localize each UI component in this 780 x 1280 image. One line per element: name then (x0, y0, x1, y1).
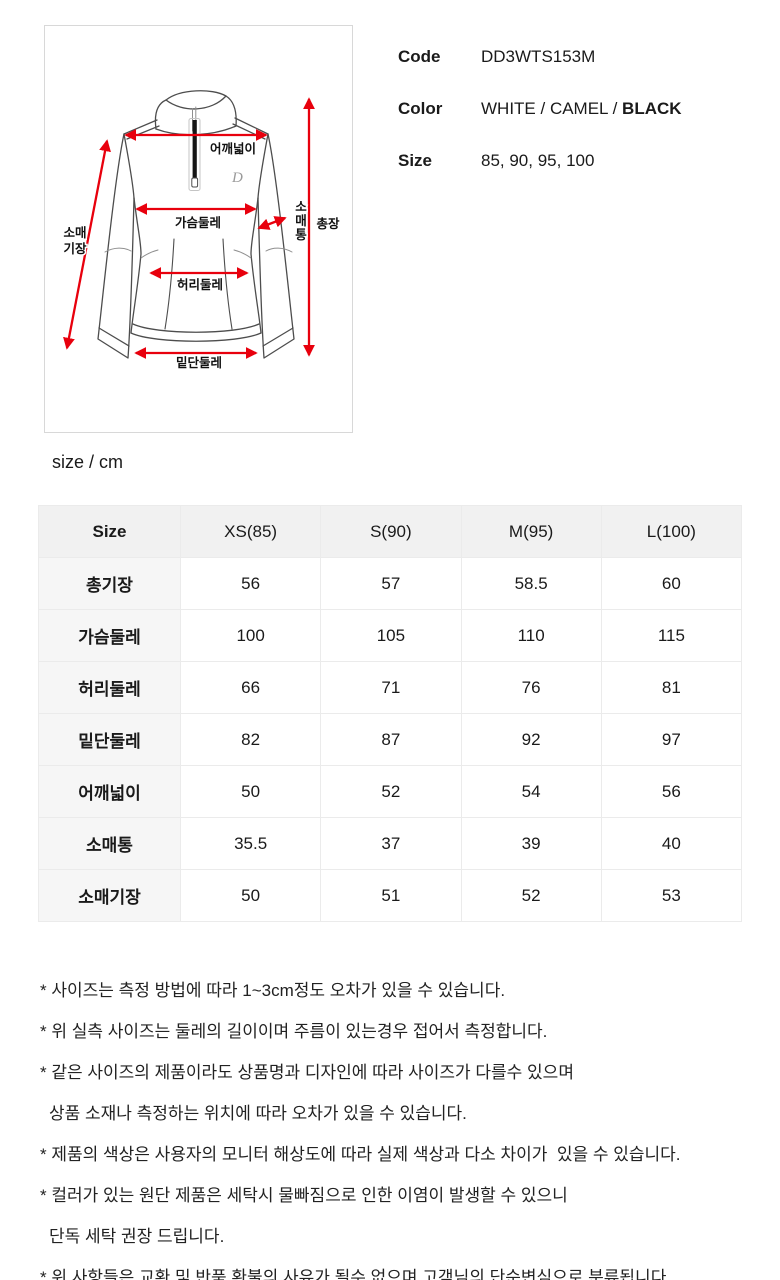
sleeve-length-label: 기장 (63, 241, 87, 256)
size-guide-diagram: D 어깨넓이 가슴둘레 허리둘레 밑단둘레 소매 기장 소 매 통 총장 (44, 25, 353, 433)
measurement-arrows (63, 97, 315, 359)
cell: 35.5 (179, 817, 322, 870)
cell: 60 (600, 557, 743, 610)
note-line: 단독 세탁 권장 드립니다. (49, 1227, 225, 1246)
product-info: Code DD3WTS153M Color WHITE / CAMEL / BL… (398, 47, 682, 203)
cell: 92 (460, 713, 602, 766)
product-code-row: Code DD3WTS153M (398, 47, 682, 67)
row-label: 가슴둘레 (38, 609, 181, 662)
code-value: DD3WTS153M (481, 47, 596, 66)
cell: 56 (600, 765, 743, 818)
disclaimer-notes: * 사이즈는 측정 방법에 따라 1~3cm정도 오차가 있을 수 있습니다. … (40, 982, 681, 1280)
chest-label: 가슴둘레 (175, 215, 221, 230)
size-value: 85, 90, 95, 100 (481, 151, 595, 170)
cell: 87 (320, 713, 462, 766)
code-label: Code (398, 47, 441, 66)
row-label: 밑단둘레 (38, 713, 181, 766)
header-xs85: XS(85) (179, 505, 322, 558)
zipper-pull-icon (191, 177, 199, 188)
note-line: * 위 실측 사이즈는 둘레의 길이이며 주름이 있는경우 접어서 측정합니다. (40, 1022, 548, 1041)
shoulder-width-label: 어깨넓이 (210, 141, 256, 156)
row-label: 소매통 (38, 817, 181, 870)
note-line: * 사이즈는 측정 방법에 따라 1~3cm정도 오차가 있을 수 있습니다. (40, 981, 506, 1000)
product-size-row: Size 85, 90, 95, 100 (398, 151, 682, 171)
note-line: * 같은 사이즈의 제품이라도 상품명과 디자인에 따라 사이즈가 다를수 있으… (40, 1063, 574, 1082)
table-row: 소매기장 50 51 52 53 (38, 869, 743, 922)
cell: 105 (320, 609, 462, 662)
brand-logo-icon: D (231, 170, 243, 186)
cell: 97 (600, 713, 743, 766)
sleeve-length-label: 소매 (63, 225, 86, 240)
sleeve-width-label: 소 (295, 200, 307, 214)
cell: 71 (320, 661, 462, 714)
size-label: Size (398, 151, 433, 170)
header-m95: M(95) (460, 505, 602, 558)
cell: 52 (460, 869, 602, 922)
table-row: 어깨넓이 50 52 54 56 (38, 765, 743, 818)
row-label: 어깨넓이 (38, 765, 181, 818)
cell: 66 (179, 661, 322, 714)
sleeve-width-label: 통 (295, 227, 307, 242)
cell: 52 (320, 765, 462, 818)
waist-label: 허리둘레 (177, 277, 223, 292)
row-label: 총기장 (38, 557, 181, 610)
sleeve-length-arrow (63, 139, 111, 350)
table-row: 총기장 56 57 58.5 60 (38, 557, 743, 610)
table-row: 밑단둘레 82 87 92 97 (38, 713, 743, 766)
header-s90: S(90) (320, 505, 462, 558)
row-label: 허리둘레 (38, 661, 181, 714)
note-line: * 컬러가 있는 원단 제품은 세탁시 물빠짐으로 인한 이염이 발생할 수 있… (40, 1186, 568, 1205)
sleeve-width-label: 매 (295, 213, 307, 228)
cell: 110 (460, 609, 602, 662)
cell: 81 (600, 661, 743, 714)
garment-illustration: D 어깨넓이 가슴둘레 허리둘레 밑단둘레 소매 기장 소 매 통 총장 (62, 90, 341, 372)
cell: 50 (179, 765, 322, 818)
header-size: Size (38, 505, 181, 558)
note-line: * 제품의 색상은 사용자의 모니터 해상도에 따라 실제 색상과 다소 차이가… (40, 1145, 681, 1164)
cell: 50 (179, 869, 322, 922)
size-unit-label: size / cm (52, 452, 124, 472)
header-l100: L(100) (600, 505, 743, 558)
cell: 39 (460, 817, 602, 870)
cell: 54 (460, 765, 602, 818)
cell: 56 (179, 557, 322, 610)
hem-label: 밑단둘레 (176, 355, 222, 370)
size-table-header-row: Size XS(85) S(90) M(95) L(100) (38, 505, 743, 558)
color-value: WHITE / CAMEL / BLACK (481, 99, 682, 118)
table-row: 허리둘레 66 71 76 81 (38, 661, 743, 714)
cell: 115 (600, 609, 743, 662)
table-row: 소매통 35.5 37 39 40 (38, 817, 743, 870)
product-color-row: Color WHITE / CAMEL / BLACK (398, 99, 682, 119)
cell: 40 (600, 817, 743, 870)
cell: 82 (179, 713, 322, 766)
cell: 53 (600, 869, 743, 922)
sleeve-width-arrow (257, 216, 287, 230)
cell: 58.5 (460, 557, 602, 610)
cell: 37 (320, 817, 462, 870)
note-line: * 위 사항들은 교환 및 반품 환불의 사유가 될수 없으며 고객님의 단순변… (40, 1268, 672, 1280)
note-line: 상품 소재나 측정하는 위치에 따라 오차가 있을 수 있습니다. (49, 1104, 467, 1123)
cell: 57 (320, 557, 462, 610)
cell: 100 (179, 609, 322, 662)
table-row: 가슴둘레 100 105 110 115 (38, 609, 743, 662)
cell: 51 (320, 869, 462, 922)
color-label: Color (398, 99, 443, 118)
row-label: 소매기장 (38, 869, 181, 922)
cell: 76 (460, 661, 602, 714)
zipper-icon (192, 120, 197, 178)
size-table: Size XS(85) S(90) M(95) L(100) 총기장 56 57… (38, 505, 743, 922)
total-length-label: 총장 (316, 216, 340, 231)
